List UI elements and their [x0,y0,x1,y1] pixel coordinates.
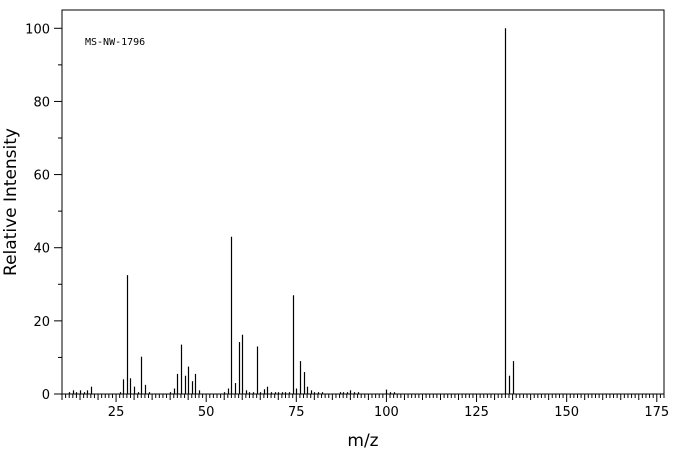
spectrum-peaks [68,28,515,394]
plot-frame [61,9,665,395]
x-tick-label: 25 [108,405,125,420]
y-tick-label: 80 [33,95,50,110]
y-tick-label: 100 [25,22,50,37]
x-tick-label: 75 [288,405,305,420]
x-tick-label: 125 [464,405,489,420]
y-tick-label: 40 [33,242,50,257]
x-axis-ticks: 25 50 75 100 125 150 175 [61,394,669,420]
y-axis-title: Relative Intensity [1,128,21,276]
y-tick-label: 0 [42,388,50,403]
x-tick-label: 150 [554,405,579,420]
x-tick-label: 50 [198,405,215,420]
y-tick-label: 60 [33,169,50,184]
y-axis-ticks: 0 20 40 60 80 100 [25,22,62,403]
spectrum-id-annotation: MS-NW-1796 [85,37,145,48]
y-tick-label: 20 [33,315,50,330]
x-axis-title: m/z [347,431,378,451]
x-tick-label: 175 [644,405,669,420]
x-tick-label: 100 [374,405,399,420]
